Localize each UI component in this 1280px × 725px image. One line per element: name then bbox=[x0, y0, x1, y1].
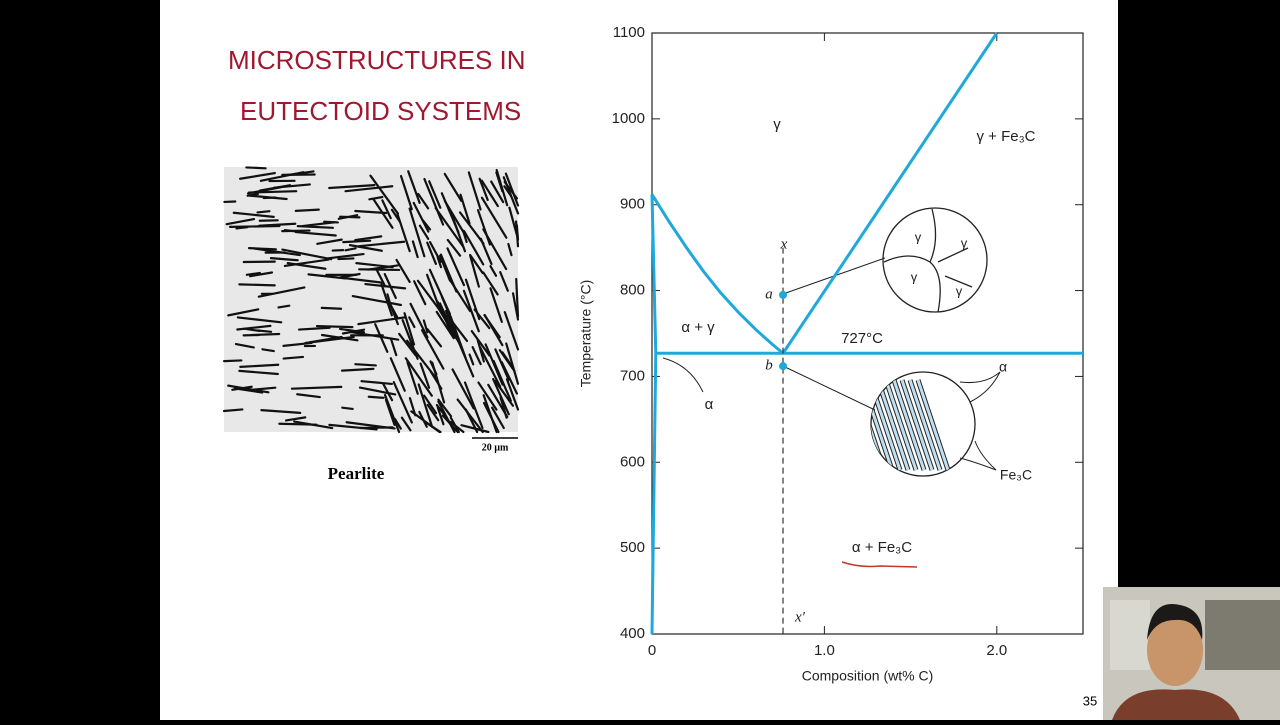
annotation: 727°C bbox=[841, 330, 883, 347]
x-tick-label: 0 bbox=[648, 642, 656, 659]
annotation: α bbox=[999, 359, 1007, 375]
annotation: α + Fe₃C bbox=[852, 539, 912, 556]
annotation: b bbox=[765, 357, 773, 373]
annotation: α + γ bbox=[681, 319, 715, 336]
annotation: x bbox=[780, 236, 788, 252]
lamella bbox=[322, 308, 341, 309]
lamella bbox=[369, 397, 384, 398]
lamella bbox=[338, 258, 353, 259]
lamella bbox=[258, 211, 270, 212]
y-axis-label: Temperature (°C) bbox=[578, 280, 594, 388]
annotation: α bbox=[705, 396, 714, 413]
lamella bbox=[246, 167, 265, 168]
webcam bbox=[1103, 587, 1280, 720]
lamella bbox=[249, 191, 296, 192]
annotation: γ bbox=[911, 269, 918, 284]
annotation: γ + Fe₃C bbox=[976, 128, 1035, 145]
x-tick-label: 2.0 bbox=[986, 642, 1007, 659]
lamella bbox=[224, 409, 242, 411]
lamella bbox=[317, 326, 352, 327]
pearlite-image bbox=[224, 167, 518, 432]
y-tick-label: 800 bbox=[620, 282, 645, 299]
y-tick-label: 600 bbox=[620, 453, 645, 470]
x-tick-label: 1.0 bbox=[814, 642, 835, 659]
lamella bbox=[324, 222, 338, 223]
lamella bbox=[224, 360, 241, 361]
y-tick-label: 400 bbox=[620, 625, 645, 642]
lamella bbox=[296, 210, 319, 211]
annotation: γ bbox=[773, 116, 781, 133]
annotation: γ bbox=[956, 283, 963, 298]
lamella bbox=[239, 284, 274, 285]
page-number: 35 bbox=[1083, 693, 1097, 708]
microstructure-gamma bbox=[883, 208, 987, 312]
annotation: a bbox=[765, 286, 773, 302]
lamella bbox=[359, 269, 399, 270]
y-tick-label: 1100 bbox=[613, 24, 645, 41]
caption: Pearlite bbox=[328, 464, 385, 483]
slide-title: EUTECTOID SYSTEMS bbox=[240, 96, 521, 126]
lamella bbox=[249, 248, 276, 249]
lamella bbox=[230, 226, 279, 227]
x-axis-label: Composition (wt% C) bbox=[802, 668, 933, 684]
annotation: γ bbox=[961, 235, 968, 250]
annotation: x′ bbox=[794, 609, 806, 625]
y-tick-label: 1000 bbox=[612, 110, 645, 127]
y-tick-label: 700 bbox=[620, 367, 645, 384]
lamella bbox=[342, 408, 352, 409]
point bbox=[779, 291, 787, 299]
slide-title: MICROSTRUCTURES IN bbox=[228, 45, 526, 75]
lamella bbox=[355, 364, 376, 365]
y-tick-label: 500 bbox=[620, 539, 645, 556]
y-tick-label: 900 bbox=[620, 196, 645, 213]
annotation: γ bbox=[915, 229, 922, 244]
point bbox=[779, 362, 787, 370]
annotation: Fe₃C bbox=[1000, 467, 1032, 483]
scale-label: 20 µm bbox=[482, 442, 509, 453]
